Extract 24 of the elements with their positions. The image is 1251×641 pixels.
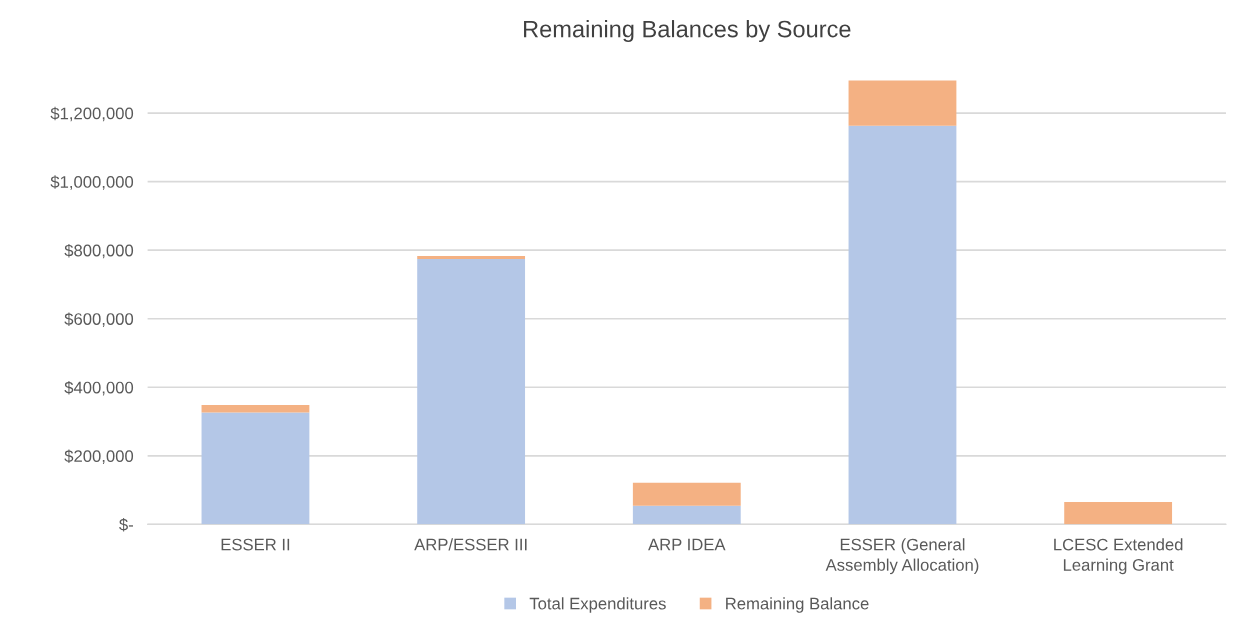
x-tick-label: LCESC Extended Learning Grant <box>1054 538 1183 575</box>
x-tick-label: ARP IDEA <box>648 538 726 551</box>
y-tick-label: $200,000 <box>64 449 134 464</box>
bar <box>848 125 957 525</box>
bar <box>417 256 526 260</box>
x-tick-label: ESSER (General Assembly Allocation) <box>825 538 979 575</box>
bar <box>632 505 741 525</box>
bar <box>417 259 526 525</box>
y-tick-label: $1,200,000 <box>50 106 134 122</box>
bar <box>201 412 310 525</box>
chart-title: Remaining Balances by Source <box>524 20 851 43</box>
y-tick-label: $1,000,000 <box>50 175 134 190</box>
y-tick-label: $600,000 <box>64 312 134 327</box>
y-tick-label: $- <box>119 518 133 532</box>
bar <box>201 405 310 413</box>
bar <box>632 482 741 506</box>
legend-label: Total Expenditures <box>529 597 666 613</box>
x-tick-label: ESSER II <box>221 538 290 551</box>
legend-label: Remaining Balance <box>726 597 869 613</box>
bar <box>1064 502 1173 525</box>
x-tick-label: ARP/ESSER III <box>414 538 527 551</box>
y-tick-label: $400,000 <box>64 380 134 396</box>
y-tick-label: $800,000 <box>64 243 134 259</box>
bar <box>848 80 957 126</box>
